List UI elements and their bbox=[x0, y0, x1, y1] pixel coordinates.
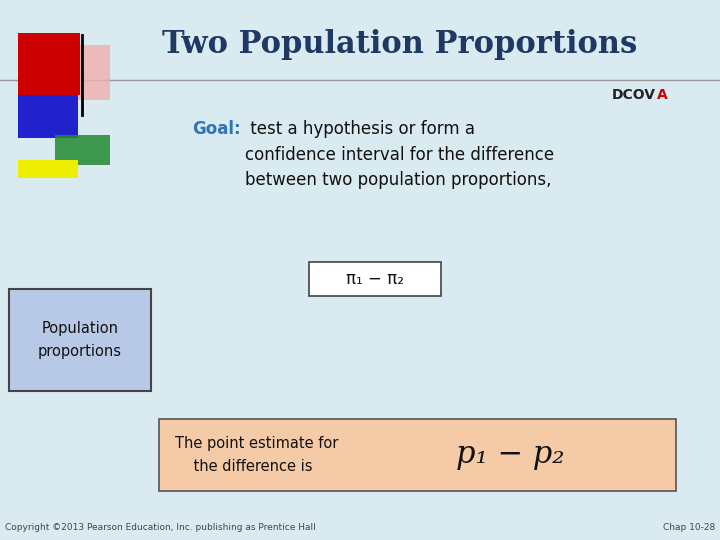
FancyBboxPatch shape bbox=[159, 419, 676, 491]
Text: Goal:: Goal: bbox=[192, 120, 240, 138]
Bar bbox=[55, 45, 110, 100]
Bar bbox=[55, 135, 110, 165]
Text: Chap 10-28: Chap 10-28 bbox=[662, 523, 715, 532]
Text: π₁ − π₂: π₁ − π₂ bbox=[346, 270, 404, 288]
Text: Population
proportions: Population proportions bbox=[38, 321, 122, 359]
Bar bbox=[18, 90, 78, 138]
Bar bbox=[18, 160, 78, 178]
Text: test a hypothesis or form a
confidence interval for the difference
between two p: test a hypothesis or form a confidence i… bbox=[245, 120, 554, 190]
FancyBboxPatch shape bbox=[309, 262, 441, 296]
Text: Two Population Proportions: Two Population Proportions bbox=[163, 30, 638, 60]
Bar bbox=[18, 33, 80, 95]
FancyBboxPatch shape bbox=[9, 289, 151, 391]
Text: A: A bbox=[657, 88, 667, 102]
Text: p₁ − p₂: p₁ − p₂ bbox=[456, 440, 564, 470]
Text: Copyright ©2013 Pearson Education, Inc. publishing as Prentice Hall: Copyright ©2013 Pearson Education, Inc. … bbox=[5, 523, 316, 532]
Text: The point estimate for
    the difference is: The point estimate for the difference is bbox=[175, 436, 338, 474]
Text: DCOV: DCOV bbox=[612, 88, 656, 102]
